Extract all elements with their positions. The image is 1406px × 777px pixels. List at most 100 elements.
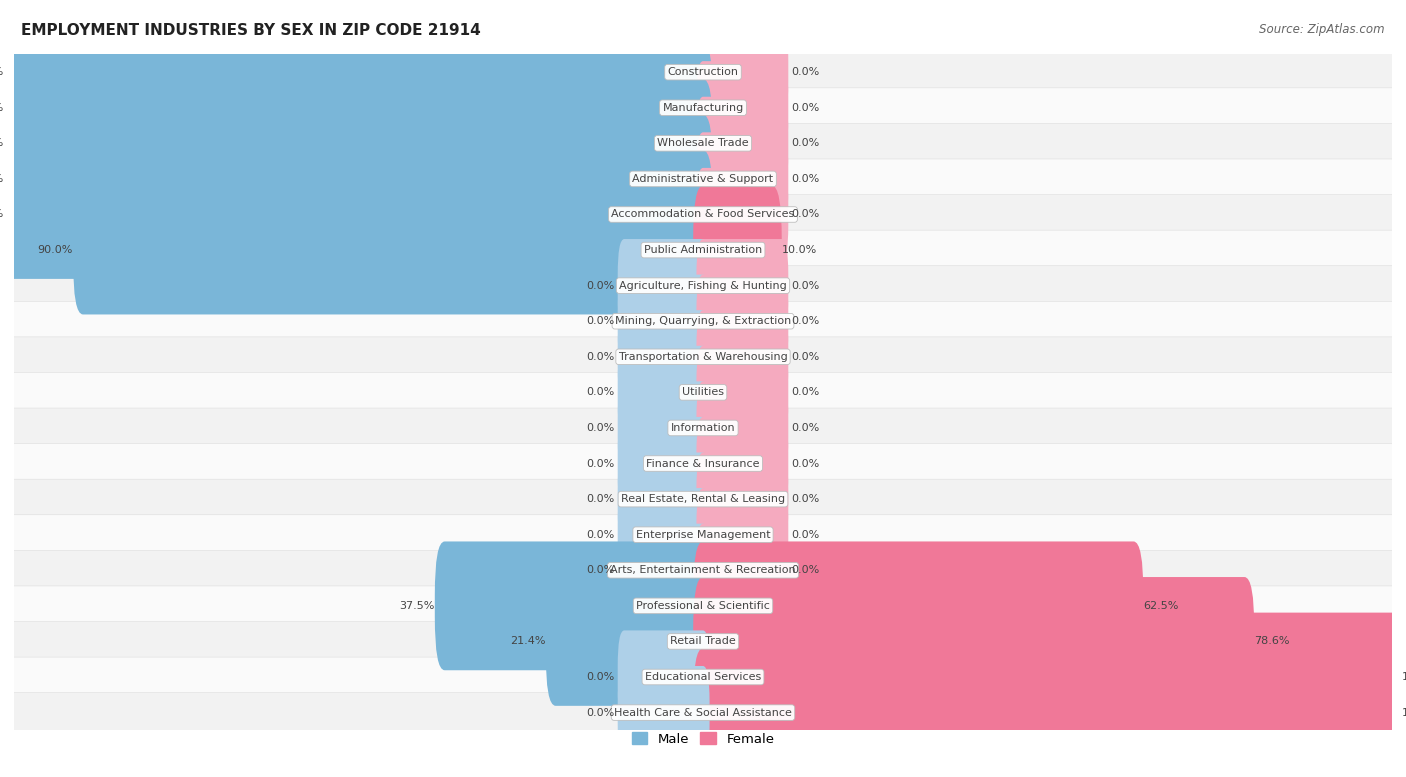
FancyBboxPatch shape: [13, 230, 1393, 270]
Text: 100.0%: 100.0%: [1402, 708, 1406, 718]
FancyBboxPatch shape: [617, 666, 710, 759]
Text: 0.0%: 0.0%: [586, 708, 614, 718]
Text: Accommodation & Food Services: Accommodation & Food Services: [612, 210, 794, 219]
FancyBboxPatch shape: [696, 274, 789, 368]
FancyBboxPatch shape: [13, 52, 1393, 92]
Text: 0.0%: 0.0%: [586, 388, 614, 397]
Text: Finance & Insurance: Finance & Insurance: [647, 458, 759, 469]
FancyBboxPatch shape: [4, 44, 713, 172]
FancyBboxPatch shape: [13, 479, 1393, 519]
Text: 0.0%: 0.0%: [792, 280, 820, 291]
Text: 0.0%: 0.0%: [792, 316, 820, 326]
FancyBboxPatch shape: [4, 150, 713, 279]
Legend: Male, Female: Male, Female: [626, 726, 780, 751]
Text: 100.0%: 100.0%: [0, 67, 4, 77]
Text: 0.0%: 0.0%: [792, 388, 820, 397]
FancyBboxPatch shape: [696, 488, 789, 581]
FancyBboxPatch shape: [13, 408, 1393, 448]
FancyBboxPatch shape: [4, 114, 713, 243]
Text: 100.0%: 100.0%: [0, 103, 4, 113]
Text: 0.0%: 0.0%: [792, 423, 820, 433]
FancyBboxPatch shape: [617, 630, 710, 723]
FancyBboxPatch shape: [696, 452, 789, 545]
Text: 100.0%: 100.0%: [1402, 672, 1406, 682]
Text: EMPLOYMENT INDUSTRIES BY SEX IN ZIP CODE 21914: EMPLOYMENT INDUSTRIES BY SEX IN ZIP CODE…: [21, 23, 481, 38]
Text: Utilities: Utilities: [682, 388, 724, 397]
Text: 90.0%: 90.0%: [38, 245, 73, 255]
Text: 100.0%: 100.0%: [0, 174, 4, 184]
FancyBboxPatch shape: [13, 337, 1393, 377]
FancyBboxPatch shape: [546, 577, 713, 706]
FancyBboxPatch shape: [696, 168, 789, 261]
FancyBboxPatch shape: [13, 657, 1393, 697]
FancyBboxPatch shape: [434, 542, 713, 671]
FancyBboxPatch shape: [696, 346, 789, 439]
FancyBboxPatch shape: [696, 524, 789, 617]
FancyBboxPatch shape: [617, 239, 710, 333]
Text: 0.0%: 0.0%: [586, 423, 614, 433]
FancyBboxPatch shape: [13, 159, 1393, 199]
Text: 0.0%: 0.0%: [792, 67, 820, 77]
Text: 0.0%: 0.0%: [792, 103, 820, 113]
FancyBboxPatch shape: [693, 612, 1402, 741]
FancyBboxPatch shape: [4, 79, 713, 207]
FancyBboxPatch shape: [617, 274, 710, 368]
FancyBboxPatch shape: [693, 648, 1402, 777]
FancyBboxPatch shape: [13, 124, 1393, 163]
Text: 0.0%: 0.0%: [792, 458, 820, 469]
Text: Agriculture, Fishing & Hunting: Agriculture, Fishing & Hunting: [619, 280, 787, 291]
Text: Mining, Quarrying, & Extraction: Mining, Quarrying, & Extraction: [614, 316, 792, 326]
FancyBboxPatch shape: [13, 372, 1393, 413]
Text: Retail Trade: Retail Trade: [671, 636, 735, 646]
FancyBboxPatch shape: [617, 488, 710, 581]
Text: Arts, Entertainment & Recreation: Arts, Entertainment & Recreation: [610, 566, 796, 575]
Text: Transportation & Warehousing: Transportation & Warehousing: [619, 352, 787, 362]
Text: 37.5%: 37.5%: [399, 601, 434, 611]
Text: 62.5%: 62.5%: [1143, 601, 1178, 611]
FancyBboxPatch shape: [4, 8, 713, 137]
Text: 100.0%: 100.0%: [0, 138, 4, 148]
Text: 0.0%: 0.0%: [792, 138, 820, 148]
Text: Health Care & Social Assistance: Health Care & Social Assistance: [614, 708, 792, 718]
Text: 100.0%: 100.0%: [0, 210, 4, 219]
Text: 78.6%: 78.6%: [1254, 636, 1289, 646]
FancyBboxPatch shape: [696, 132, 789, 225]
Text: Real Estate, Rental & Leasing: Real Estate, Rental & Leasing: [621, 494, 785, 504]
Text: 0.0%: 0.0%: [586, 458, 614, 469]
FancyBboxPatch shape: [696, 26, 789, 119]
Text: 10.0%: 10.0%: [782, 245, 817, 255]
FancyBboxPatch shape: [696, 417, 789, 510]
FancyBboxPatch shape: [13, 88, 1393, 127]
Text: 0.0%: 0.0%: [792, 494, 820, 504]
FancyBboxPatch shape: [696, 382, 789, 475]
FancyBboxPatch shape: [13, 301, 1393, 341]
FancyBboxPatch shape: [696, 96, 789, 190]
Text: 0.0%: 0.0%: [586, 280, 614, 291]
FancyBboxPatch shape: [13, 586, 1393, 625]
FancyBboxPatch shape: [617, 452, 710, 545]
FancyBboxPatch shape: [617, 346, 710, 439]
Text: 0.0%: 0.0%: [586, 494, 614, 504]
Text: 0.0%: 0.0%: [586, 530, 614, 540]
Text: Wholesale Trade: Wholesale Trade: [657, 138, 749, 148]
FancyBboxPatch shape: [617, 382, 710, 475]
Text: 0.0%: 0.0%: [792, 352, 820, 362]
FancyBboxPatch shape: [696, 61, 789, 155]
Text: 0.0%: 0.0%: [586, 316, 614, 326]
FancyBboxPatch shape: [696, 310, 789, 403]
Text: Manufacturing: Manufacturing: [662, 103, 744, 113]
Text: 0.0%: 0.0%: [792, 566, 820, 575]
FancyBboxPatch shape: [696, 239, 789, 333]
Text: 21.4%: 21.4%: [510, 636, 546, 646]
Text: Source: ZipAtlas.com: Source: ZipAtlas.com: [1260, 23, 1385, 37]
FancyBboxPatch shape: [617, 417, 710, 510]
Text: 0.0%: 0.0%: [586, 566, 614, 575]
Text: 0.0%: 0.0%: [586, 672, 614, 682]
Text: Professional & Scientific: Professional & Scientific: [636, 601, 770, 611]
FancyBboxPatch shape: [13, 266, 1393, 305]
FancyBboxPatch shape: [693, 542, 1143, 671]
FancyBboxPatch shape: [693, 186, 782, 315]
Text: Administrative & Support: Administrative & Support: [633, 174, 773, 184]
Text: Construction: Construction: [668, 67, 738, 77]
Text: 0.0%: 0.0%: [586, 352, 614, 362]
